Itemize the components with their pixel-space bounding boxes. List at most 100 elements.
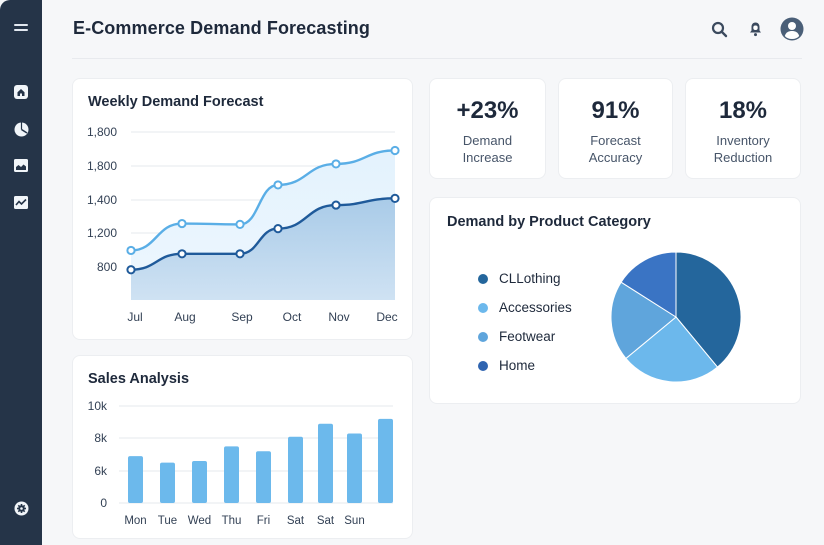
bar [160, 462, 175, 503]
actual-point [331, 200, 341, 210]
bell-icon[interactable] [744, 18, 766, 40]
kpi-label-line1: Demand [462, 133, 513, 148]
y-tick-label: 1,800 [87, 125, 117, 139]
actual-area [131, 198, 395, 300]
x-tick-label: Sep [231, 310, 253, 324]
y-tick-label: 6k [94, 464, 108, 478]
forecast-point [390, 145, 400, 156]
card-title: Weekly Demand Forecast [88, 94, 264, 110]
hamburger-menu-icon[interactable] [12, 19, 30, 37]
bar [378, 418, 393, 503]
search-icon[interactable] [708, 18, 730, 40]
legend-item-home: Home [478, 358, 535, 373]
card-title: Demand by Product Category [447, 214, 651, 230]
x-tick-label: Dec [376, 310, 397, 324]
kpi-value: 91% [591, 97, 640, 124]
kpi-card-inventory-reduction: 18% Inventory Reduction [685, 78, 801, 179]
weekly-demand-forecast-chart: 1,800 1,800 1,400 1,200 800 Jul Aug Sep Oct Nov De… [87, 125, 400, 324]
pie-chart-icon[interactable] [12, 120, 30, 138]
forecast-point [177, 218, 187, 229]
legend-label: Home [499, 358, 536, 373]
header: E-Commerce Demand Forecasting [42, 0, 824, 59]
header-divider [72, 58, 802, 59]
weekly-demand-forecast-card: Weekly Demand Forecast 1,800 1,800 1,400 1,… [72, 78, 413, 340]
sales-analysis-card: Sales Analysis 10k 8k 6k 0 Mon Tue Wed Thu Fri Sa… [72, 355, 413, 539]
x-tick-label: Fri [257, 515, 270, 527]
x-tick-label: Jul [127, 310, 142, 324]
x-tick-label: Sat [317, 515, 335, 527]
y-tick-label: 10k [88, 399, 108, 413]
x-tick-label: Wed [188, 515, 211, 527]
actual-point [177, 249, 187, 259]
pie-slice-feotwear [610, 281, 677, 360]
bar [192, 460, 207, 503]
kpi-label-line1: Forecast [590, 133, 641, 148]
x-tick-label: Thu [222, 515, 242, 527]
y-tick-label: 1,800 [87, 159, 117, 173]
legend-swatch [478, 331, 488, 342]
y-tick-label: 8k [94, 431, 108, 445]
gear-icon[interactable] [12, 499, 30, 517]
x-tick-label: Nov [328, 310, 349, 324]
card-title: Sales Analysis [88, 371, 190, 387]
pie-slice-home [620, 251, 677, 318]
y-tick-label: 0 [100, 496, 107, 510]
kpi-label-line2: Reduction [713, 150, 773, 165]
legend-swatch [478, 360, 488, 371]
legend-label: CLLothing [499, 271, 561, 286]
forecast-point [235, 219, 245, 229]
page-title: E-Commerce Demand Forecasting [73, 18, 370, 38]
home-icon[interactable] [12, 83, 30, 101]
bar [224, 446, 239, 503]
kpi-label-line1: Inventory [716, 133, 770, 148]
pie-slice-accessories [625, 316, 719, 383]
line-chart-icon[interactable] [12, 193, 30, 211]
y-tick-label: 1,200 [87, 226, 117, 240]
x-tick-label: Oct [283, 310, 302, 324]
area-chart-icon[interactable] [12, 156, 30, 174]
bar [347, 433, 362, 503]
kpi-label: Demand Increase [430, 132, 545, 166]
sidebar [0, 0, 42, 545]
forecast-line [130, 149, 396, 252]
user-avatar-icon[interactable] [779, 16, 805, 42]
kpi-value: 18% [718, 97, 768, 124]
x-tick-label: Sun [344, 515, 364, 527]
legend-item-clothing: CLLothing [478, 271, 561, 286]
pie-slice-cllothing [675, 251, 742, 368]
y-tick-label: 800 [97, 260, 117, 274]
kpi-label-line2: Increase [462, 150, 513, 165]
legend-label: Accessories [499, 300, 572, 315]
actual-point [273, 224, 283, 234]
kpi-card-demand-increase: +23% Demand Increase [429, 78, 546, 179]
kpi-label: Forecast Accuracy [559, 132, 672, 166]
y-tick-label: 1,400 [87, 193, 117, 207]
kpi-value: +23% [456, 97, 519, 124]
kpi-card-forecast-accuracy: 91% Forecast Accuracy [558, 78, 673, 179]
legend-label: Feotwear [499, 329, 556, 344]
x-tick-label: Mon [124, 515, 146, 527]
x-tick-label: Sat [287, 515, 305, 527]
bar [288, 436, 303, 503]
forecast-point [273, 180, 283, 190]
sales-analysis-chart: 10k 8k 6k 0 Mon Tue Wed Thu Fri Sat Sat Sun [88, 399, 393, 527]
legend-item-accessories: Accessories [478, 300, 572, 315]
actual-line [130, 197, 396, 271]
legend-swatch [478, 302, 488, 313]
forecast-point [126, 245, 136, 256]
demand-by-category-card: Demand by Product Category CLLothing Acc… [429, 197, 801, 404]
x-tick-label: Aug [174, 310, 195, 324]
kpi-label-line2: Accuracy [588, 150, 643, 165]
legend-swatch [478, 273, 488, 284]
bar [318, 423, 333, 503]
actual-point [390, 193, 400, 203]
kpi-label: Inventory Reduction [686, 132, 800, 166]
category-pie-chart [610, 251, 742, 383]
x-tick-label: Tue [158, 515, 177, 527]
actual-point [126, 265, 136, 275]
bar [256, 451, 271, 503]
actual-point [235, 249, 245, 259]
forecast-point [331, 159, 341, 169]
legend-item-footwear: Feotwear [478, 329, 555, 344]
bar [128, 456, 143, 503]
